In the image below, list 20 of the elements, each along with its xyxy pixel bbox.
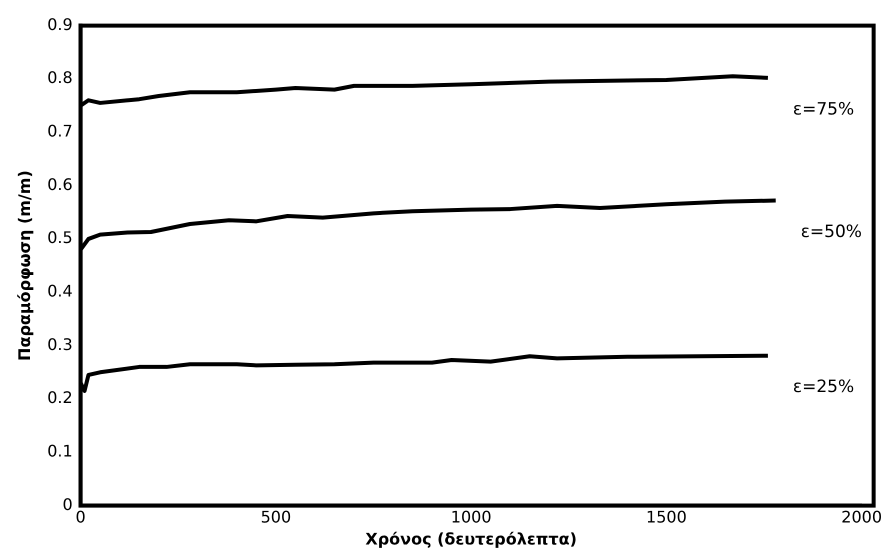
y-tick-label: 0.5 <box>47 228 73 248</box>
x-tick-label: 1500 <box>646 507 687 526</box>
y-axis-title: Παραμόρφωση (m/m) <box>14 170 34 361</box>
y-tick-label: 0 <box>62 494 73 514</box>
x-tick-label: 500 <box>260 507 292 526</box>
y-tick-label: 0.2 <box>47 388 73 408</box>
x-axis-title: Χρόνος (δευτερόλεπτα) <box>365 530 577 549</box>
y-tick-label: 0.1 <box>47 441 73 460</box>
series-label: ε=50% <box>800 222 862 242</box>
series-label: ε=75% <box>792 99 854 120</box>
x-tick-label: 0 <box>76 507 86 526</box>
x-tick-label: 1000 <box>450 507 492 526</box>
y-tick-label: 0.8 <box>47 68 73 88</box>
y-tick-label: 0.7 <box>47 121 73 140</box>
y-tick-label: 0.9 <box>47 14 73 34</box>
series-label: ε=25% <box>792 377 854 398</box>
x-tick-label: 2000 <box>841 507 882 526</box>
y-tick-label: 0.3 <box>47 334 73 354</box>
y-tick-label: 0.6 <box>47 174 73 194</box>
y-tick-label: 0.4 <box>47 281 73 300</box>
